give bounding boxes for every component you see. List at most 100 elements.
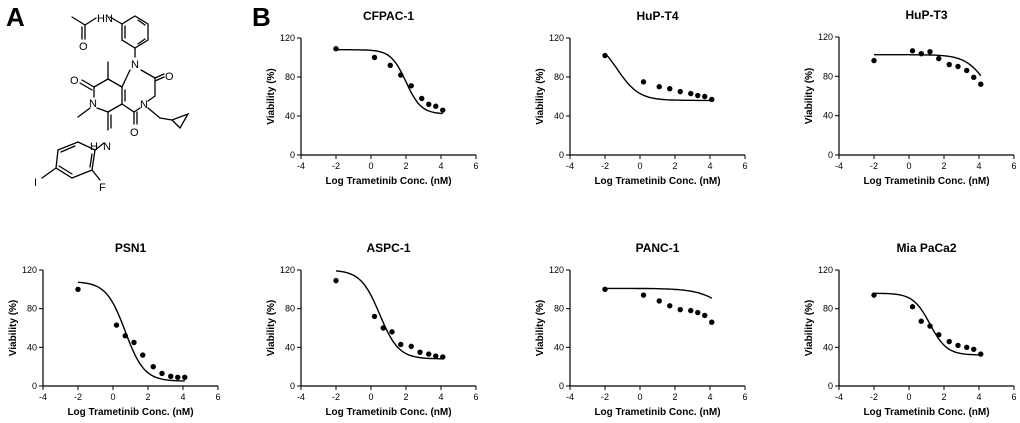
data-point xyxy=(371,313,378,320)
chart-mia-paca2: -4 -2 0 2 4 6 0 40 80 120 Mia PaCa2 Log Trametinib … xyxy=(804,241,1017,418)
x-tick-label: 6 xyxy=(473,161,478,171)
x-tick-label: 0 xyxy=(906,161,911,171)
fit-curve xyxy=(874,54,982,77)
atom-i: I xyxy=(34,177,37,189)
phenyl-ring xyxy=(121,15,149,49)
bond xyxy=(84,17,97,26)
x-tick-label: -2 xyxy=(870,392,878,402)
x-tick-label: 0 xyxy=(906,392,911,402)
bond xyxy=(147,107,161,119)
data-point xyxy=(150,363,156,370)
y-tick-label: 80 xyxy=(285,304,295,314)
data-point xyxy=(398,341,404,348)
data-point xyxy=(971,74,977,81)
panel-label-b: B xyxy=(252,2,271,32)
data-point xyxy=(964,344,970,351)
data-point xyxy=(702,93,708,100)
x-axis-label: Log Trametinib Conc. (nM) xyxy=(863,176,989,187)
x-tick-label: 6 xyxy=(473,392,478,402)
data-point xyxy=(440,107,446,113)
bond xyxy=(107,103,123,113)
chart-title: HuP-T3 xyxy=(906,8,948,22)
bond xyxy=(154,73,165,79)
x-tick-label: 2 xyxy=(403,392,408,402)
y-tick-label: 0 xyxy=(559,381,564,391)
bond xyxy=(94,142,105,151)
x-tick-label: 4 xyxy=(438,161,443,171)
cyclopropyl-ring xyxy=(170,112,190,130)
data-point xyxy=(640,292,647,298)
data-point xyxy=(918,51,924,57)
x-tick-label: -2 xyxy=(332,392,340,402)
data-point xyxy=(946,61,952,68)
fit-curve xyxy=(605,287,713,299)
y-tick-label: 120 xyxy=(280,33,295,43)
data-point xyxy=(182,374,188,380)
x-tick-label: 6 xyxy=(1011,161,1016,171)
data-point xyxy=(440,354,446,360)
y-axis-label: Viability (%) xyxy=(804,68,815,125)
data-point xyxy=(667,86,673,92)
y-axis-label: Viability (%) xyxy=(804,300,815,357)
x-tick-label: -4 xyxy=(39,392,47,402)
x-tick-label: -4 xyxy=(835,392,843,402)
y-tick-label: 80 xyxy=(285,72,295,82)
x-tick-label: 4 xyxy=(707,392,712,402)
bond xyxy=(121,103,135,113)
data-point xyxy=(918,318,924,324)
x-axis-label: Log Trametinib Conc. (nM) xyxy=(67,407,193,418)
y-tick-label: 80 xyxy=(554,304,564,314)
x-tick-label: -2 xyxy=(74,392,82,402)
data-point xyxy=(380,325,386,331)
bond xyxy=(77,107,91,118)
y-axis-label: Viability (%) xyxy=(8,300,19,357)
y-tick-label: 40 xyxy=(823,111,833,121)
data-point xyxy=(122,333,128,339)
fit-curve xyxy=(335,270,443,360)
data-point xyxy=(602,52,608,59)
x-tick-label: 0 xyxy=(637,161,642,171)
x-tick-label: 2 xyxy=(145,392,150,402)
data-point xyxy=(640,79,647,85)
chart-hup-t4: -4 -2 0 2 4 6 0 40 80 120 HuP-T4 Log Trametinib Con… xyxy=(535,9,748,187)
bond xyxy=(91,169,101,181)
y-tick-label: 80 xyxy=(823,71,833,81)
bond xyxy=(109,16,123,25)
data-point xyxy=(971,346,977,352)
x-tick-label: 0 xyxy=(637,392,642,402)
y-axis-label: Viability (%) xyxy=(266,300,277,357)
y-tick-label: 120 xyxy=(22,265,37,275)
data-point xyxy=(927,49,933,55)
bond xyxy=(121,69,131,88)
fit-curve xyxy=(77,281,185,382)
data-point xyxy=(709,96,715,103)
data-point xyxy=(955,342,961,349)
y-axis-label: Viability (%) xyxy=(266,68,277,125)
data-point xyxy=(159,370,165,377)
x-tick-label: -4 xyxy=(297,161,305,171)
x-tick-label: 6 xyxy=(215,392,220,402)
data-point xyxy=(333,277,339,284)
atom-h-aniline: H xyxy=(90,141,98,153)
fit-curve xyxy=(874,292,981,356)
data-point xyxy=(909,304,916,310)
x-tick-label: -4 xyxy=(566,392,574,402)
data-point xyxy=(709,319,715,325)
y-tick-label: 120 xyxy=(549,33,564,43)
bond xyxy=(60,145,76,153)
atom-n-aniline: N xyxy=(103,141,111,153)
y-tick-label: 0 xyxy=(290,381,295,391)
atom-o-amide: O xyxy=(79,41,88,53)
chart-title: PANC-1 xyxy=(636,241,680,255)
data-point xyxy=(417,349,423,355)
data-point xyxy=(978,351,984,357)
data-point xyxy=(656,84,662,90)
x-tick-label: -2 xyxy=(601,392,609,402)
data-point xyxy=(695,92,701,99)
y-tick-label: 40 xyxy=(285,342,295,352)
bond xyxy=(58,165,73,175)
chart-cfpac-1: -4 -2 0 2 4 6 0 40 80 120 CFPAC-1 Log Trametinib Co… xyxy=(266,9,479,187)
data-point xyxy=(433,353,439,359)
chart-panc-1: -4 -2 0 2 4 6 0 40 80 120 PANC-1 Log Trametinib Con… xyxy=(535,241,748,418)
y-tick-label: 40 xyxy=(285,111,295,121)
